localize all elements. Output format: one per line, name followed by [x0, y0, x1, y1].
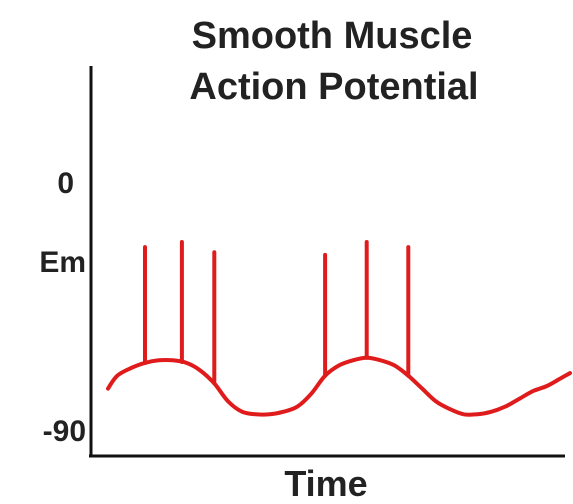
x-axis-label: Time [284, 463, 367, 504]
y-tick-label-minus-90: -90 [43, 415, 86, 448]
chart-title-line-2: Action Potential [189, 66, 478, 108]
y-tick-label-zero: 0 [57, 167, 74, 200]
slow-wave-line [106, 355, 572, 417]
chart-title-line-1: Smooth Muscle [192, 15, 473, 57]
y-tick-label-em: Em [39, 246, 86, 279]
spike-lines [143, 240, 411, 386]
